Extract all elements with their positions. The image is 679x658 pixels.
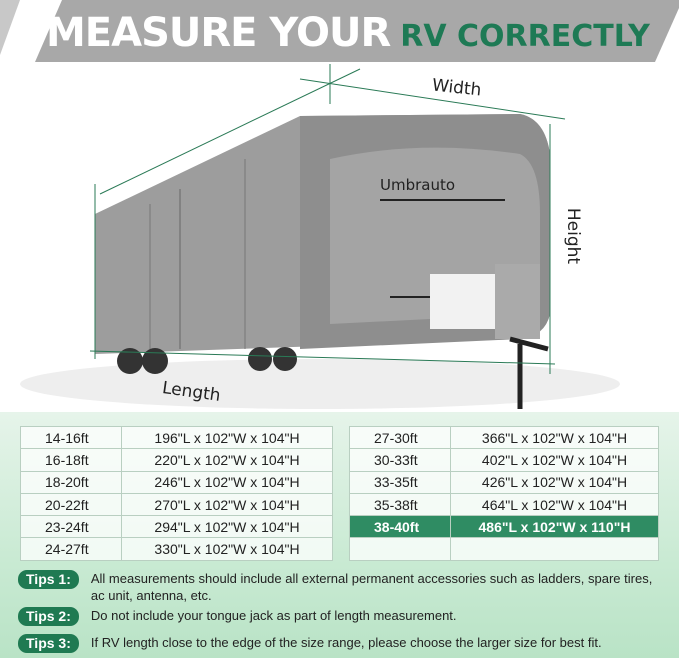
size-cell: 27-30ft <box>349 425 451 450</box>
tip-text: All measurements should include all exte… <box>90 571 653 603</box>
rv-illustration: Umbrauto Width Height Length <box>0 64 679 414</box>
table-row: 18-20ft 246"L x 102"W x 104"H <box>20 470 333 494</box>
size-table-left: 14-16ft 196"L x 102"W x 104"H 16-18ft 220"… <box>20 425 333 561</box>
tip-badge: Tips 2: <box>18 607 79 626</box>
size-cell: 24-27ft <box>20 537 122 561</box>
dims-cell <box>450 537 659 561</box>
height-label: Height <box>563 207 584 265</box>
table-row: 30-33ft 402"L x 102"W x 104"H <box>349 448 659 472</box>
tip-3: Tips 3: If RV length close to the edge of… <box>18 634 602 653</box>
dims-cell: 220"L x 102"W x 104"H <box>121 448 333 472</box>
dims-cell: 486"L x 102"W x 110"H <box>450 515 659 539</box>
table-row: 20-22ft 270"L x 102"W x 104"H <box>20 492 333 517</box>
dims-cell: 294"L x 102"W x 104"H <box>121 515 333 539</box>
rv-cover-image <box>20 64 620 409</box>
tip-text: Do not include your tongue jack as part … <box>90 608 457 623</box>
size-cell: 35-38ft <box>349 492 451 517</box>
dims-cell: 366"L x 102"W x 104"H <box>450 425 659 450</box>
size-cell: 30-33ft <box>349 448 451 472</box>
dims-cell: 246"L x 102"W x 104"H <box>121 470 333 494</box>
tip-text: If RV length close to the edge of the si… <box>90 635 602 650</box>
size-cell: 16-18ft <box>20 448 122 472</box>
size-cell: 38-40ft <box>349 515 451 539</box>
table-row: 23-24ft 294"L x 102"W x 104"H <box>20 515 333 539</box>
title-white: MEASURE YOUR <box>46 10 391 56</box>
brand-logo: Umbrauto <box>380 176 456 194</box>
dims-cell: 402"L x 102"W x 104"H <box>450 448 659 472</box>
dims-cell: 426"L x 102"W x 104"H <box>450 470 659 494</box>
tip-badge: Tips 1: <box>18 570 79 589</box>
size-cell: 33-35ft <box>349 470 451 494</box>
dims-cell: 270"L x 102"W x 104"H <box>121 492 333 517</box>
size-cell <box>349 537 451 561</box>
dims-cell: 464"L x 102"W x 104"H <box>450 492 659 517</box>
table-row: 14-16ft 196"L x 102"W x 104"H <box>20 425 333 450</box>
size-cell: 23-24ft <box>20 515 122 539</box>
table-row: 16-18ft 220"L x 102"W x 104"H <box>20 448 333 472</box>
header-banner: MEASURE YOUR RV CORRECTLY <box>0 0 679 64</box>
size-cell: 14-16ft <box>20 425 122 450</box>
size-chart-section: 14-16ft 196"L x 102"W x 104"H 16-18ft 220"… <box>0 412 679 658</box>
tip-2: Tips 2: Do not include your tongue jack a… <box>18 607 457 626</box>
size-cell: 18-20ft <box>20 470 122 494</box>
size-table-right: 27-30ft 366"L x 102"W x 104"H 30-33ft 402"… <box>349 425 659 561</box>
table-row-highlighted: 38-40ft 486"L x 102"W x 110"H <box>349 515 659 539</box>
tip-badge: Tips 3: <box>18 634 79 653</box>
dims-cell: 330"L x 102"W x 104"H <box>121 537 333 561</box>
tip-1: Tips 1: All measurements should include a… <box>18 570 668 604</box>
page-title: MEASURE YOUR RV CORRECTLY <box>46 10 650 56</box>
table-row: 24-27ft 330"L x 102"W x 104"H <box>20 537 333 561</box>
title-green: RV CORRECTLY <box>400 19 650 54</box>
table-row-empty <box>349 537 659 561</box>
dims-cell: 196"L x 102"W x 104"H <box>121 425 333 450</box>
table-row: 33-35ft 426"L x 102"W x 104"H <box>349 470 659 494</box>
table-row: 35-38ft 464"L x 102"W x 104"H <box>349 492 659 517</box>
size-cell: 20-22ft <box>20 492 122 517</box>
table-row: 27-30ft 366"L x 102"W x 104"H <box>349 425 659 450</box>
